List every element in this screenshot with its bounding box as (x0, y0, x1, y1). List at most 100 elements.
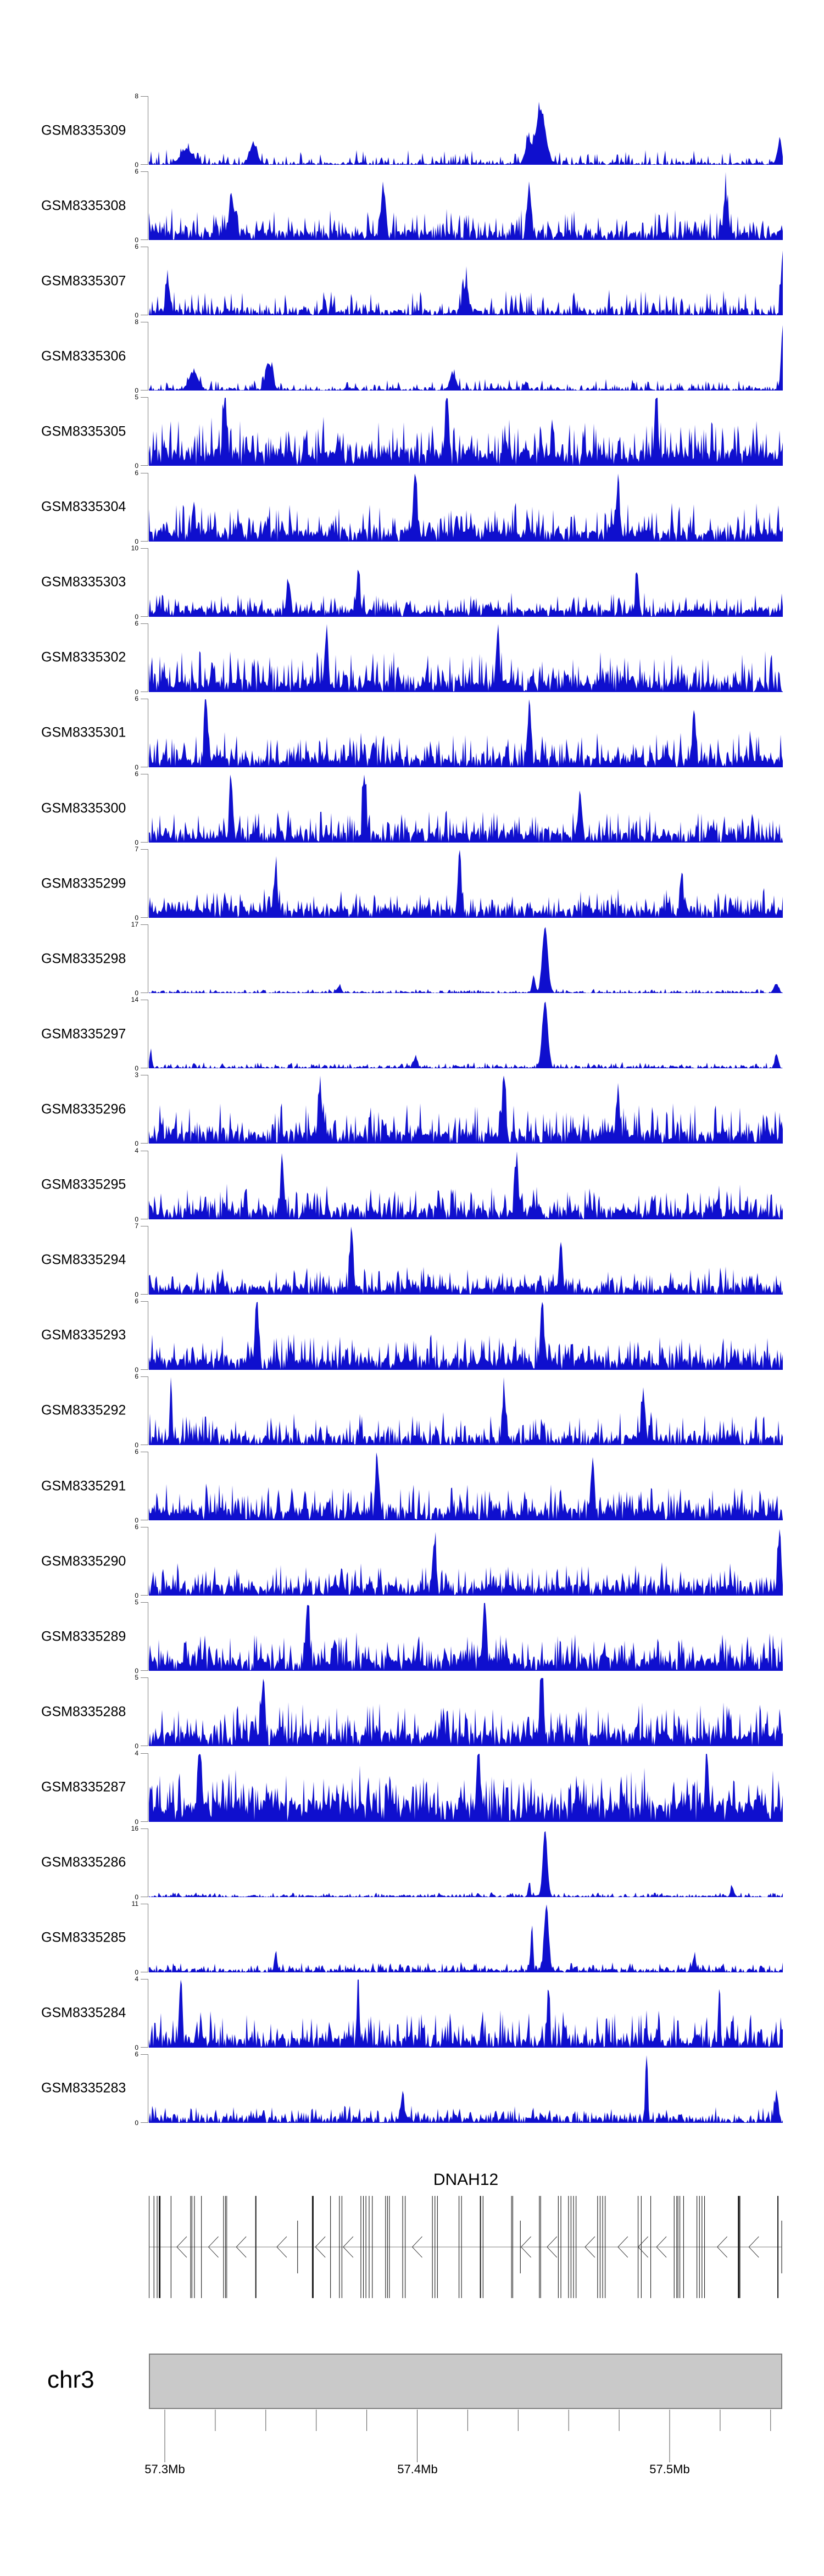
signal-track-row-GSM8335308: GSM8335308 6 0 (0, 168, 824, 243)
y-axis-max-label: 6 (135, 1372, 138, 1380)
chromosome-ideogram-box (149, 2354, 782, 2409)
y-axis-bottom-tick (141, 1595, 148, 1596)
sample-label: GSM8335305 (41, 423, 126, 439)
y-axis-top-tick (141, 1376, 148, 1377)
coverage-signal (149, 569, 783, 617)
coverage-signal (149, 699, 783, 767)
sample-label: GSM8335290 (41, 1553, 126, 1569)
coverage-signal (149, 102, 783, 165)
y-axis-max-label: 8 (135, 318, 138, 326)
y-axis-zero-label: 0 (135, 2043, 138, 2051)
sample-label: GSM8335286 (41, 1854, 126, 1870)
signal-track-row-GSM8335292: GSM8335292 6 0 (0, 1372, 824, 1449)
coverage-signal (149, 1603, 783, 1671)
y-axis-top-tick (141, 623, 148, 624)
y-axis-max-label: 6 (135, 2050, 138, 2058)
sample-label: GSM8335297 (41, 1026, 126, 1042)
y-axis-max-label: 6 (135, 619, 138, 627)
y-axis-zero-label: 0 (135, 2118, 138, 2127)
coverage-signal (149, 1302, 783, 1370)
signal-track-row-GSM8335287: GSM8335287 4 0 (0, 1750, 824, 1826)
y-axis-bottom-tick (141, 1369, 148, 1370)
y-axis-top-tick (141, 2054, 148, 2055)
sample-label: GSM8335304 (41, 499, 126, 515)
signal-track-row-GSM8335299: GSM8335299 7 0 (0, 845, 824, 922)
y-axis-zero-label: 0 (135, 1441, 138, 1449)
y-axis-zero-label: 0 (135, 839, 138, 847)
y-axis-max-label: 6 (135, 770, 138, 778)
y-axis-zero-label: 0 (135, 688, 138, 696)
sample-label: GSM8335289 (41, 1629, 126, 1644)
y-axis-max-label: 6 (135, 1297, 138, 1305)
y-axis-top-tick (141, 1753, 148, 1754)
y-axis-zero-label: 0 (135, 612, 138, 621)
axis-tick-label-57-5mb: 57.5Mb (649, 2462, 690, 2476)
y-axis-max-label: 14 (131, 996, 138, 1004)
y-axis-bottom-tick (141, 2047, 148, 2048)
coverage-signal (149, 1377, 783, 1445)
y-axis-top-tick (141, 924, 148, 925)
sample-label: GSM8335296 (41, 1101, 126, 1117)
y-axis-max-label: 7 (135, 845, 138, 854)
chromosome-label: chr3 (47, 2366, 94, 2393)
y-axis-zero-label: 0 (135, 161, 138, 169)
coverage-signal (149, 1980, 783, 2048)
y-axis-zero-label: 0 (135, 1893, 138, 1901)
y-axis-top-tick (141, 1677, 148, 1679)
y-axis-zero-label: 0 (135, 1592, 138, 1600)
y-axis-zero-label: 0 (135, 387, 138, 395)
y-axis-top-tick (141, 1978, 148, 1980)
y-axis-zero-label: 0 (135, 1667, 138, 1675)
sample-label: GSM8335299 (41, 876, 126, 891)
y-axis-max-label: 7 (135, 1222, 138, 1230)
y-axis-zero-label: 0 (135, 311, 138, 320)
y-axis-max-label: 5 (135, 1674, 138, 1682)
y-axis-top-tick (141, 1602, 148, 1603)
coverage-signal (149, 1678, 783, 1747)
signal-track-row-GSM8335293: GSM8335293 6 0 (0, 1297, 824, 1374)
coverage-signal (149, 1151, 783, 1219)
signal-track-row-GSM8335306: GSM8335306 8 0 (0, 318, 824, 395)
signal-track-row-GSM8335290: GSM8335290 6 0 (0, 1524, 824, 1600)
signal-track-row-GSM8335289: GSM8335289 5 0 (0, 1599, 824, 1675)
axis-tick-label-57-3mb: 57.3Mb (144, 2462, 185, 2476)
y-axis-max-label: 6 (135, 168, 138, 176)
axis-tick-label-57-4mb: 57.4Mb (397, 2462, 438, 2476)
y-axis-bottom-tick (141, 1293, 148, 1295)
coverage-signal (149, 1831, 783, 1897)
sample-label: GSM8335291 (41, 1478, 126, 1494)
signal-track-row-GSM8335298: GSM8335298 17 0 (0, 921, 824, 996)
coverage-signal (149, 325, 783, 391)
gene-name-label: DNAH12 (433, 2171, 499, 2189)
signal-track-row-GSM8335309: GSM8335309 8 0 (0, 93, 824, 169)
coverage-signal (149, 2055, 783, 2123)
coverage-signal (149, 172, 783, 241)
y-axis-max-label: 6 (135, 694, 138, 702)
y-axis-zero-label: 0 (135, 1516, 138, 1525)
signal-track-row-GSM8335303: GSM8335303 10 0 (0, 545, 824, 621)
sample-label: GSM8335307 (41, 273, 126, 289)
y-axis-max-label: 11 (131, 1899, 138, 1908)
sample-label: GSM8335301 (41, 724, 126, 740)
y-axis-max-label: 17 (131, 921, 138, 929)
y-axis-zero-label: 0 (135, 1817, 138, 1826)
coverage-signal (149, 398, 783, 466)
y-axis-max-label: 6 (135, 469, 138, 477)
signal-track-row-GSM8335297: GSM8335297 14 0 (0, 996, 824, 1072)
coverage-signal (149, 624, 783, 692)
coverage-signal (149, 473, 783, 542)
y-axis-bottom-tick (141, 616, 148, 617)
y-axis-bottom-tick (141, 917, 148, 918)
signal-track-row-GSM8335284: GSM8335284 4 0 (0, 1975, 824, 2051)
sample-label: GSM8335309 (41, 122, 126, 138)
signal-track-row-GSM8335305: GSM8335305 5 0 (0, 393, 824, 469)
signal-track-row-GSM8335307: GSM8335307 6 0 (0, 243, 824, 319)
y-axis-max-label: 4 (135, 1146, 138, 1155)
y-axis-zero-label: 0 (135, 1140, 138, 1148)
y-axis-zero-label: 0 (135, 914, 138, 922)
y-axis-max-label: 4 (135, 1975, 138, 1983)
y-axis-max-label: 5 (135, 393, 138, 402)
signal-track-row-GSM8335294: GSM8335294 7 0 (0, 1222, 824, 1298)
y-axis-zero-label: 0 (135, 1365, 138, 1374)
coverage-signal (149, 1753, 783, 1822)
